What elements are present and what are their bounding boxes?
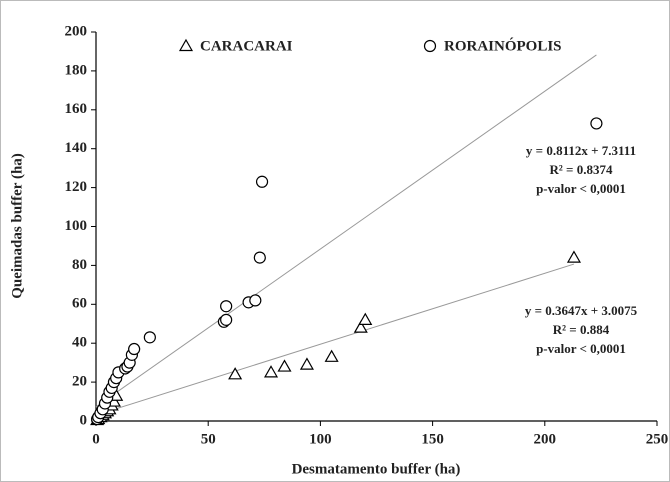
legend-marker [178,38,194,52]
point [128,342,141,356]
trend-line [95,263,575,416]
x-tick-label: 100 [309,431,332,447]
trend-line [95,54,597,408]
point [324,349,339,362]
trend-p: p-valor < 0,0001 [536,181,626,196]
x-tick-label: 50 [201,431,216,447]
point [566,250,582,263]
y-tick-label: 180 [65,62,88,78]
point [263,365,279,378]
legend-label: CARACARAI [200,38,293,54]
point [353,320,368,333]
y-tick-label: 160 [65,101,88,117]
legend-marker [423,39,437,53]
x-tick-label: 200 [534,431,557,447]
y-tick-label: 200 [65,23,88,39]
y-tick-label: 140 [65,140,88,156]
trend-equation: y = 0.3647x + 3.0075 [525,303,638,318]
y-tick-label: 60 [72,296,87,312]
y-tick-label: 120 [65,179,88,195]
point [249,294,262,307]
x-tick-label: 150 [421,431,444,447]
point [253,251,266,264]
point [299,357,314,370]
point [220,313,233,326]
y-tick-label: 0 [80,412,88,428]
point [255,175,269,188]
trend-r2: R² = 0.884 [553,322,610,337]
y-tick-label: 40 [72,335,87,351]
y-axis-label: Queimadas buffer (ha) [9,153,25,299]
trend-r2: R² = 0.8374 [550,162,613,177]
y-tick-label: 20 [72,374,87,390]
point [277,359,292,372]
point [220,300,233,313]
x-axis-label: Desmatamento buffer (ha) [292,461,461,477]
y-tick-label: 100 [65,218,88,234]
legend-label: RORAINÓPOLIS [444,37,562,54]
x-tick-label: 0 [92,431,100,447]
point [590,117,603,130]
x-tick-label: 250 [646,431,669,447]
point [143,331,156,344]
trend-equation: y = 0.8112x + 7.3111 [526,143,636,158]
trend-p: p-valor < 0,0001 [536,341,626,356]
point [358,312,373,325]
point [228,367,243,380]
y-tick-label: 80 [72,257,87,273]
